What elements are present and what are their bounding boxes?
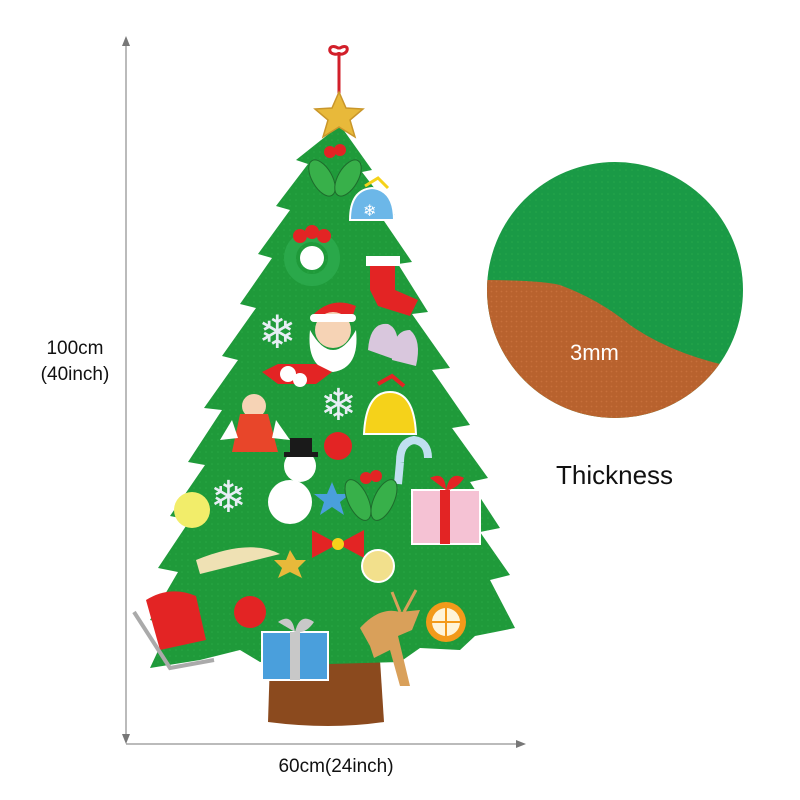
sleigh-ornament	[132, 591, 215, 671]
gold-ball-ornament	[361, 549, 395, 583]
snowflake-ornament-3: ❄	[210, 473, 247, 522]
shooting-star-ornament	[196, 547, 306, 578]
snowflake-ornament: ❄	[258, 306, 297, 358]
wreath-ornament	[284, 225, 340, 286]
silver-bells-ornament	[368, 323, 418, 366]
red-ball-ornament	[324, 432, 352, 460]
snowman-ornament	[268, 438, 318, 524]
width-dimension-line	[126, 740, 526, 748]
height-cm-text: 100cm	[46, 338, 104, 359]
blue-bell-ornament: ❄	[348, 176, 396, 221]
stocking-ornament	[366, 256, 418, 316]
red-bow-ornament	[312, 530, 364, 558]
star-ornament	[313, 90, 365, 139]
thickness-caption: Thickness	[556, 460, 674, 490]
pink-gift-ornament	[411, 475, 481, 545]
height-label: 100cm (40inch)	[22, 336, 128, 388]
height-dimension-line	[122, 36, 130, 744]
svg-text:❄: ❄	[363, 203, 376, 220]
candy-ornament	[262, 364, 332, 387]
candy-cane-ornament	[394, 435, 432, 485]
blue-gift-ornament	[261, 618, 329, 681]
thickness-detail-circle	[487, 162, 743, 418]
blue-star-ornament	[314, 482, 350, 515]
height-inch-text: (40inch)	[40, 364, 110, 385]
reindeer-ornament	[360, 589, 420, 686]
width-label: 60cm(24inch)	[278, 756, 394, 777]
angel-ornament	[220, 394, 290, 452]
santa-ornament	[309, 302, 357, 372]
holly-ornament-2	[344, 470, 398, 521]
red-ball-ornament-2	[234, 596, 266, 628]
yellow-ball-ornament	[174, 492, 210, 528]
orange-slice-ornament	[426, 602, 466, 642]
thickness-value-label: 3mm	[570, 340, 619, 365]
gold-bell-ornament	[362, 373, 418, 435]
snowflake-ornament-2: ❄	[320, 381, 357, 430]
holly-ornament	[308, 144, 362, 197]
